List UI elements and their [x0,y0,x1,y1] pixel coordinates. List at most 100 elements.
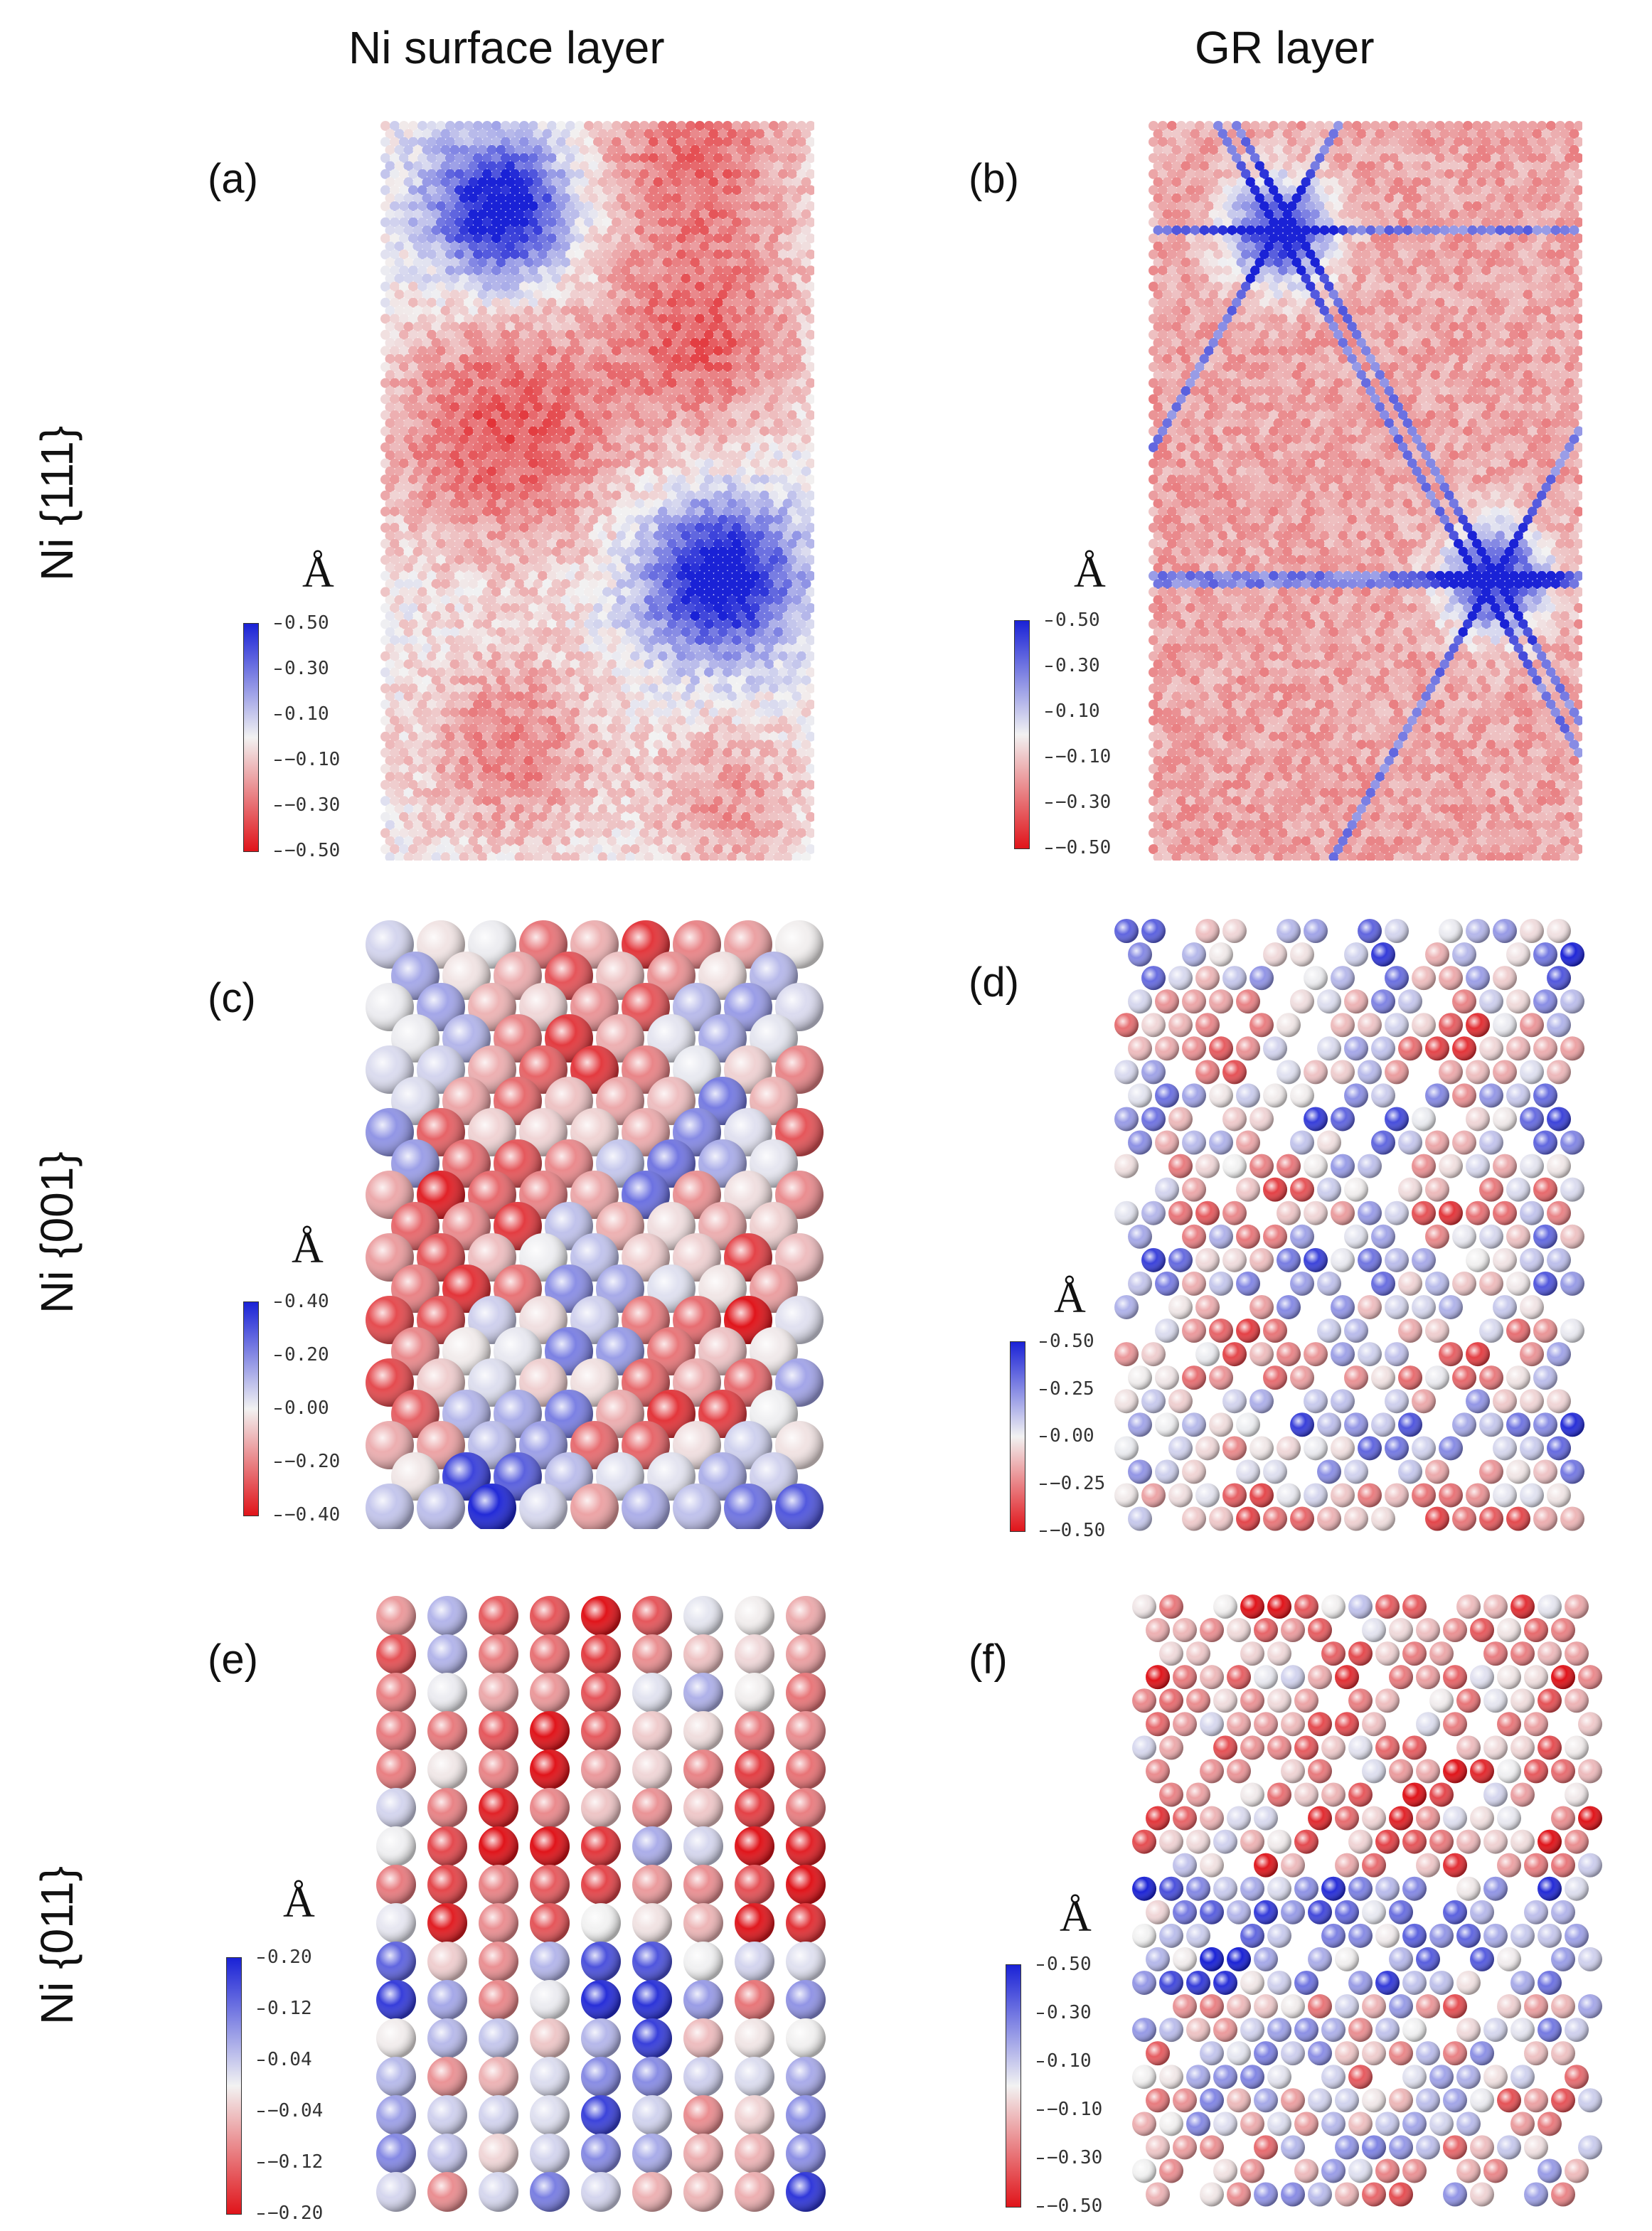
atom [556,587,566,597]
atom [394,820,405,831]
atom [588,402,599,412]
atom [782,482,793,493]
atom [496,450,506,461]
atom [653,499,664,509]
atom [727,370,737,380]
atom [593,490,603,501]
atom [653,193,664,203]
atom [1254,209,1265,220]
atom [602,635,612,646]
atom [403,499,414,509]
atom [436,651,446,661]
atom [528,362,538,372]
atom [551,161,562,171]
atom [412,289,423,300]
atom [1513,177,1524,188]
atom [593,683,603,693]
atom [399,282,409,292]
atom [597,321,608,332]
atom [431,321,442,332]
atom [1195,217,1205,228]
atom [403,755,414,766]
atom [394,289,405,300]
atom [796,619,806,629]
atom [551,546,562,557]
atom [616,643,627,654]
atom [551,338,562,348]
atom [1278,185,1288,196]
atom [607,402,617,412]
atom [644,659,654,670]
atom [1213,201,1223,211]
atom [523,385,534,396]
atom [477,385,488,396]
atom [704,506,714,517]
atom [533,611,543,622]
atom [491,153,501,164]
atom [736,257,747,268]
atom [514,385,525,396]
atom [588,755,599,766]
atom [519,121,529,131]
atom [806,249,814,260]
atom [695,811,705,822]
atom [394,161,405,171]
atom [1153,161,1163,171]
atom [454,779,464,790]
atom [584,796,594,806]
atom [741,699,751,710]
atom [570,787,580,798]
atom [704,747,714,758]
atom [778,474,788,485]
atom [727,514,737,525]
atom [792,225,802,235]
atom [505,177,516,188]
atom [741,715,751,726]
atom [773,450,784,461]
atom [468,321,479,332]
atom [704,811,714,822]
atom [602,137,612,147]
atom [681,740,691,750]
atom [639,233,649,244]
atom [454,747,464,758]
atom [1245,209,1256,220]
atom [422,466,432,476]
atom [560,546,571,557]
atom [634,273,645,284]
atom [755,659,765,670]
atom [713,185,723,196]
atom [1509,201,1519,211]
atom [473,169,483,179]
atom [718,691,728,702]
atom [394,499,405,509]
atom [649,458,659,469]
atom [579,563,590,573]
atom [713,169,723,179]
atom [1560,144,1570,155]
atom [496,370,506,380]
atom [686,731,696,742]
atom [671,804,682,814]
atom [773,514,784,525]
atom [390,603,400,613]
atom [1245,161,1256,171]
atom [644,755,654,766]
atom [440,402,451,412]
atom [649,410,659,420]
atom [584,442,594,452]
atom [454,346,464,356]
atom [427,458,437,469]
atom [542,257,553,268]
atom [1532,144,1542,155]
atom [538,394,548,405]
atom [390,667,400,678]
atom [440,338,451,348]
atom [727,499,737,509]
atom [778,555,788,565]
atom [427,121,437,131]
atom [801,321,811,332]
atom [658,153,668,164]
atom [662,691,673,702]
atom [649,329,659,340]
